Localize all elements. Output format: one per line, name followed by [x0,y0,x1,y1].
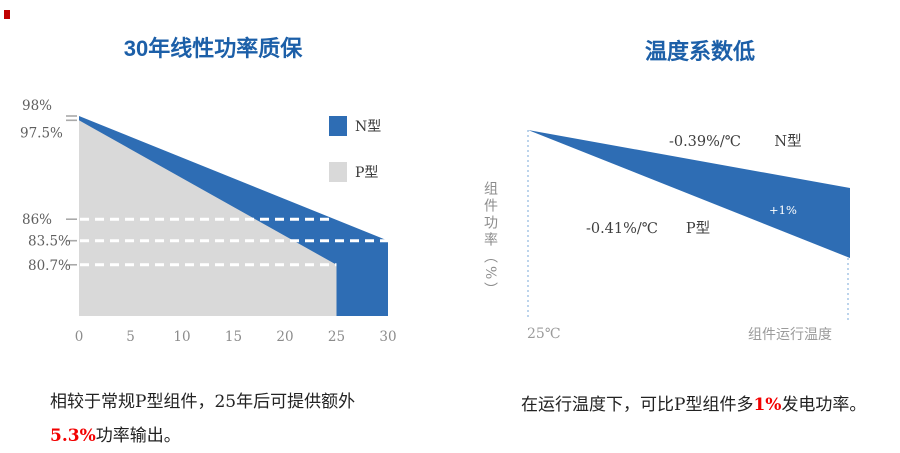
legend-label: P型 [355,165,379,181]
right-chart-title: 温度系数低 [644,39,755,64]
y-tick-label: 83.5% [28,234,71,250]
brand-mark [4,10,10,19]
gain-annotation: +1% [769,203,797,217]
right-caption-highlight: 1% [753,395,782,415]
right-caption-prefix: 在运行温度下，可比P型组件多 [521,395,754,415]
y-tick-label: 80.7% [28,258,71,274]
legend-label: N型 [355,119,382,135]
p-type-label: P型 [686,220,710,237]
right-caption: 在运行温度下，可比P型组件多1%发电功率。 [521,392,891,418]
x-start-label: 25℃ [527,326,560,342]
x-tick-label: 5 [126,329,135,345]
left-caption-line1: 相较于常规P型组件，25年后可提供额外 [50,392,356,412]
n-type-label: N型 [774,133,801,150]
legend-item-n-type: N型 [329,116,381,136]
x-tick-label: 20 [276,329,293,345]
x-tick-label: 0 [75,329,84,345]
legend-item-p-type: P型 [329,162,381,182]
x-tick-label: 30 [379,329,396,345]
x-axis-label: 组件运行温度 [748,327,832,343]
p-type-swatch [329,162,347,182]
left-caption: 相较于常规P型组件，25年后可提供额外 5.3%功率输出。 [50,385,410,453]
x-tick-label: 15 [225,329,242,345]
y-tick-label: 97.5% [20,125,63,141]
left-caption-highlight: 5.3% [50,426,96,446]
y-tick-label: 98% [22,98,52,114]
y-tick-label: 86% [22,212,52,228]
x-tick-label: 25 [328,329,345,345]
n-type-swatch [329,116,347,136]
right-caption-suffix: 发电功率。 [781,395,867,415]
p-coefficient-label: -0.41%/℃ [586,221,658,237]
n-coefficient-label: -0.39%/℃ [669,134,741,150]
p-type-area [79,120,337,316]
x-tick-label: 10 [173,329,190,345]
left-caption-line2: 功率输出。 [95,426,181,446]
temp-gain-wedge [528,130,850,258]
left-chart-title: 30年线性功率质保 [123,36,303,61]
legend: N型 P型 [329,116,381,208]
right-chart-y-axis-label: 组件功率（%） [482,181,498,300]
